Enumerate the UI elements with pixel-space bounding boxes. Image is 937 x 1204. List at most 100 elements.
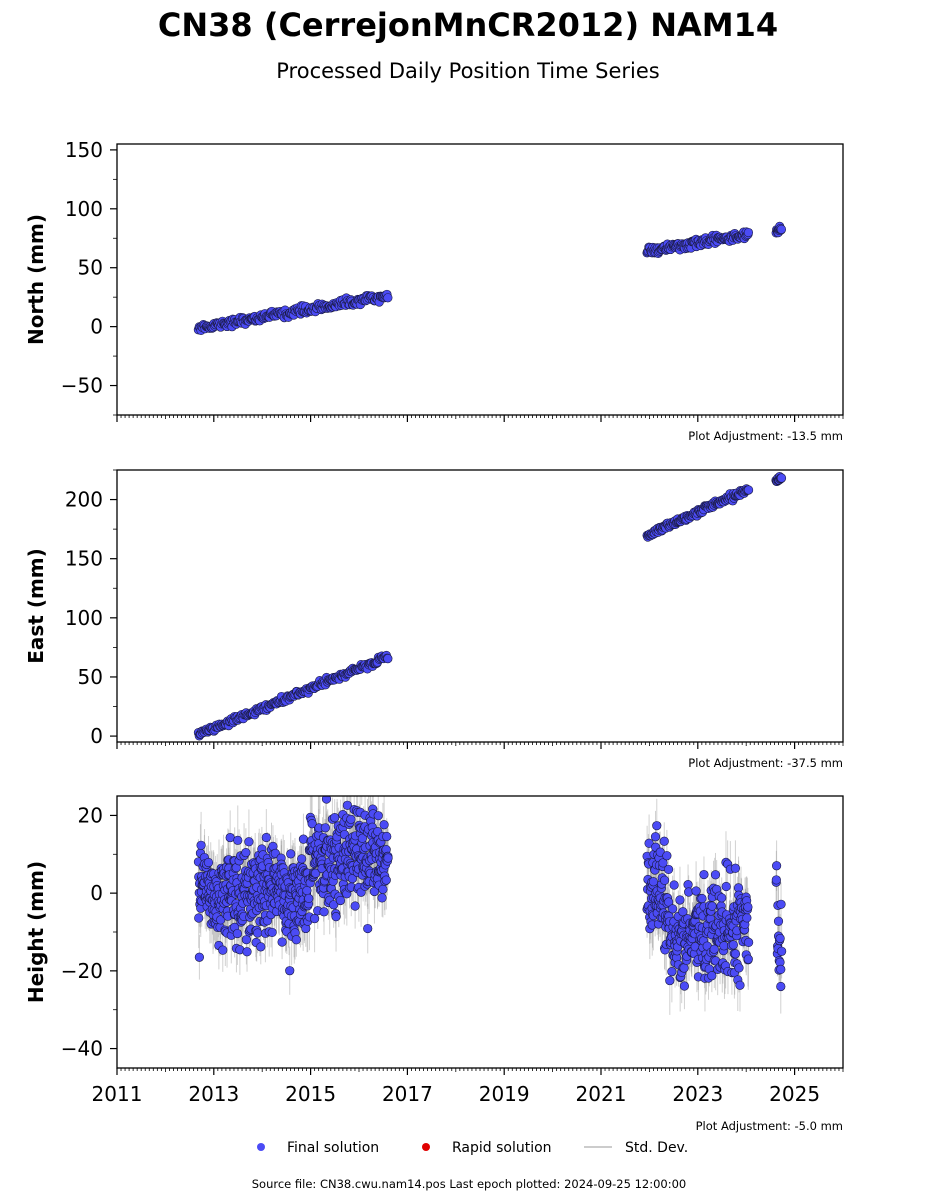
plot-adjustment-note: Plot Adjustment: -13.5 mm: [688, 429, 843, 443]
data-point: [383, 853, 393, 863]
data-point: [652, 821, 662, 831]
y-tick-label: −40: [61, 1037, 103, 1061]
data-point: [691, 886, 701, 896]
y-tick-label: 150: [65, 547, 103, 571]
data-point: [357, 772, 366, 781]
data-point: [285, 966, 295, 976]
final-solution-points: [193, 221, 787, 335]
data-point: [252, 928, 263, 938]
panel-3: 2011 2013 2015 2017 2019 2021 2023 2025 −40 −20 0 2…: [24, 772, 844, 1133]
data-point: [286, 849, 296, 859]
x-tick-label: 2019: [479, 1082, 530, 1106]
data-point: [721, 881, 731, 892]
data-point: [663, 864, 674, 875]
y-axis-label: East (mm): [24, 548, 48, 664]
x-tick-label: 2025: [769, 1082, 820, 1106]
data-point: [665, 975, 675, 986]
x-tick-label: 2013: [188, 1082, 239, 1106]
y-tick-label: 0: [90, 315, 103, 339]
data-point: [297, 854, 307, 864]
data-point: [216, 915, 226, 925]
data-point: [242, 947, 252, 957]
data-point: [329, 900, 339, 910]
data-point: [679, 963, 689, 973]
data-point: [743, 227, 754, 238]
data-point: [699, 869, 709, 880]
data-point: [335, 895, 346, 906]
y-axis-label: North (mm): [24, 214, 48, 345]
data-point: [668, 904, 678, 914]
data-point: [346, 814, 356, 824]
legend-final-label: Final solution: [287, 1140, 379, 1156]
chart-subtitle: Processed Daily Position Time Series: [276, 59, 660, 83]
data-point: [241, 935, 251, 945]
data-point: [707, 971, 717, 981]
data-point: [709, 944, 719, 954]
data-point: [291, 935, 301, 945]
data-point: [377, 893, 387, 903]
data-point: [383, 293, 393, 303]
legend-std-label: Std. Dev.: [625, 1140, 688, 1156]
chart-title: CN38 (CerrejonMnCR2012) NAM14: [158, 6, 778, 44]
data-point: [742, 913, 752, 923]
panels: −50 0 50 100 150 North (mm) Plot Adjustment: -…: [24, 138, 844, 1133]
data-point: [664, 897, 674, 907]
data-point: [316, 775, 325, 784]
data-point: [342, 800, 352, 810]
legend: Final solution Rapid solution Std. Dev.: [257, 1140, 688, 1156]
source-footer: Source file: CN38.cwu.nam14.pos Last epo…: [252, 1177, 686, 1191]
x-tick-label: 2021: [576, 1082, 627, 1106]
data-point: [776, 899, 786, 909]
data-point: [730, 863, 741, 873]
legend-final-marker: [257, 1143, 265, 1151]
data-point: [320, 823, 330, 833]
y-axis-label: Height (mm): [24, 861, 48, 1003]
panel-1: −50 0 50 100 150 North (mm) Plot Adjustment: -…: [24, 138, 844, 443]
data-point: [241, 847, 251, 858]
data-point: [256, 942, 266, 952]
data-point: [307, 819, 317, 829]
y-tick-label: −20: [61, 959, 103, 983]
data-point: [667, 966, 677, 977]
y-tick-label: 20: [78, 803, 103, 827]
x-tick-label: 2011: [92, 1082, 143, 1106]
data-point: [743, 485, 754, 495]
data-point: [744, 937, 754, 947]
data-point: [772, 861, 782, 871]
data-point: [319, 907, 329, 917]
data-point: [277, 937, 287, 947]
legend-rapid-marker: [422, 1143, 430, 1151]
data-point: [369, 886, 380, 897]
data-point: [650, 832, 661, 842]
data-point: [330, 813, 340, 823]
x-tick-label: 2015: [285, 1082, 336, 1106]
data-point: [679, 981, 690, 991]
data-point: [710, 870, 721, 880]
plot-frame: [116, 469, 844, 743]
plot-frame: [116, 143, 844, 416]
data-point: [728, 940, 738, 950]
data-point: [658, 858, 668, 868]
y-tick-label: 0: [90, 724, 103, 748]
y-tick-label: 0: [90, 881, 103, 905]
data-point: [196, 840, 206, 850]
data-point: [373, 811, 383, 821]
data-point: [383, 654, 393, 664]
y-tick-label: 200: [65, 488, 103, 512]
data-point: [232, 928, 242, 939]
y-tick-label: −50: [61, 374, 103, 398]
plot-adjustment-note: Plot Adjustment: -37.5 mm: [688, 756, 843, 770]
data-point: [310, 913, 320, 924]
data-point: [648, 877, 659, 887]
data-point: [363, 923, 373, 934]
data-point: [194, 913, 204, 923]
data-point: [659, 836, 669, 846]
data-point: [321, 796, 332, 804]
data-point: [379, 820, 389, 830]
data-point: [771, 875, 781, 885]
data-point: [717, 893, 727, 903]
data-point: [735, 980, 745, 990]
legend-rapid-label: Rapid solution: [452, 1140, 552, 1156]
data-point: [776, 964, 786, 975]
data-point: [357, 833, 368, 843]
